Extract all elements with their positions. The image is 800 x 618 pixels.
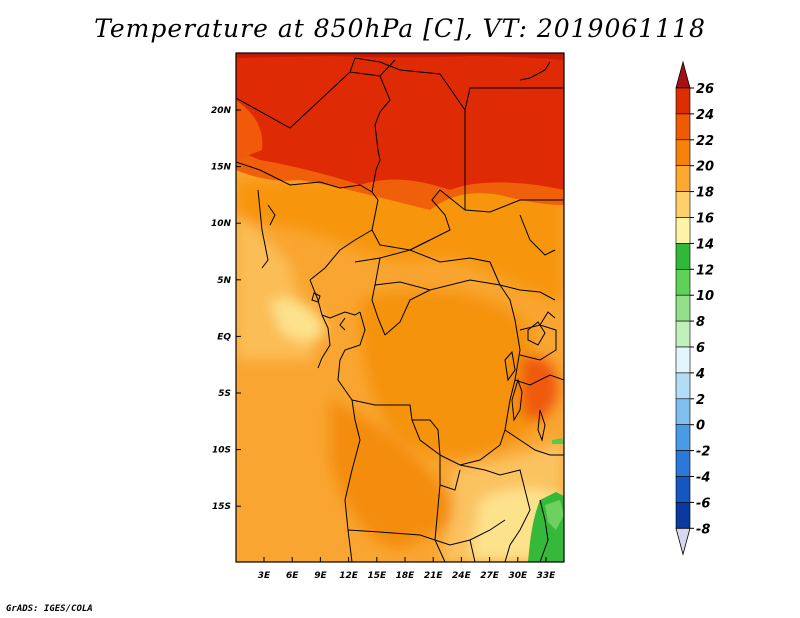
credit-text: GrADS: IGES/COLA	[6, 604, 93, 614]
lon-tick-label: 27E	[480, 571, 500, 581]
colorbar-label: 10	[696, 289, 714, 304]
colorbar-label: 24	[696, 108, 714, 123]
chart-title: Temperature at 850hPa [C], VT: 201906111…	[94, 14, 706, 43]
lon-tick-label: 6E	[286, 571, 299, 581]
longitude-axis: 3E 6E 9E 12E 15E 18E 21E 24E 27E 30E 33E	[258, 557, 556, 581]
colorbar-label: 18	[696, 186, 714, 201]
lat-tick-label: 10S	[212, 446, 231, 456]
colorbar-segment	[675, 87, 691, 115]
latitude-axis: 20N 15N 10N 5N EQ 5S 10S 15S	[211, 106, 241, 512]
lat-tick-label: EQ	[217, 332, 231, 342]
colorbar-segment	[675, 476, 691, 503]
colorbar-segment	[675, 165, 691, 192]
colorbar-segment	[675, 217, 691, 244]
colorbar-label: 16	[696, 212, 714, 227]
lon-tick-label: 24E	[452, 571, 472, 581]
colorbar-segment	[675, 424, 691, 451]
lat-tick-label: 5S	[218, 389, 231, 399]
map-frame	[235, 52, 565, 563]
colorbar-top-arrow	[675, 60, 691, 89]
lon-tick-label: 9E	[314, 571, 327, 581]
colorbar-label: 2	[696, 393, 705, 408]
lat-tick-label: 5N	[217, 276, 231, 286]
colorbar-label: 8	[696, 315, 705, 330]
colorbar-segment	[675, 243, 691, 270]
colorbar-label: 6	[696, 341, 705, 356]
colorbar-label: -2	[696, 445, 710, 460]
colorbar-label: -8	[696, 522, 710, 537]
lon-tick-label: 33E	[537, 571, 557, 581]
lon-tick-label: 15E	[367, 571, 387, 581]
colorbar-segment	[675, 268, 691, 296]
lon-tick-label: 3E	[258, 571, 271, 581]
colorbar-label: 0	[696, 419, 705, 434]
lon-tick-label: 21E	[424, 571, 444, 581]
colorbar-bottom-arrow	[675, 527, 691, 556]
lat-tick-label: 15N	[211, 163, 232, 173]
colorbar-segment	[675, 372, 691, 400]
colorbar-segment	[675, 294, 691, 322]
lat-tick-label: 10N	[211, 219, 232, 229]
country-borders	[236, 57, 564, 562]
colorbar-segment	[675, 320, 691, 348]
lon-tick-label: 18E	[396, 571, 416, 581]
colorbar-label: 12	[696, 263, 714, 278]
colorbar-label: -6	[696, 496, 710, 511]
lat-tick-label: 20N	[211, 106, 232, 116]
lon-tick-label: 12E	[339, 571, 359, 581]
colorbar-label: -4	[696, 471, 710, 486]
colorbar-segment	[675, 113, 691, 141]
lon-tick-label: 30E	[508, 571, 528, 581]
colorbar-segment	[675, 191, 691, 218]
colorbar-segment	[675, 139, 691, 167]
colorbar-label: 20	[696, 160, 714, 175]
colorbar-segment	[675, 450, 691, 477]
colorbar-segment	[675, 398, 691, 425]
colorbar-label: 26	[696, 82, 714, 97]
colorbar-segment	[675, 346, 691, 374]
colorbar-label: 14	[696, 237, 714, 252]
lat-tick-label: 15S	[212, 502, 231, 512]
colorbar-label: 22	[696, 134, 714, 149]
colorbar-segment	[675, 502, 691, 529]
temperature-field	[236, 53, 564, 562]
colorbar-label: 4	[695, 367, 705, 382]
